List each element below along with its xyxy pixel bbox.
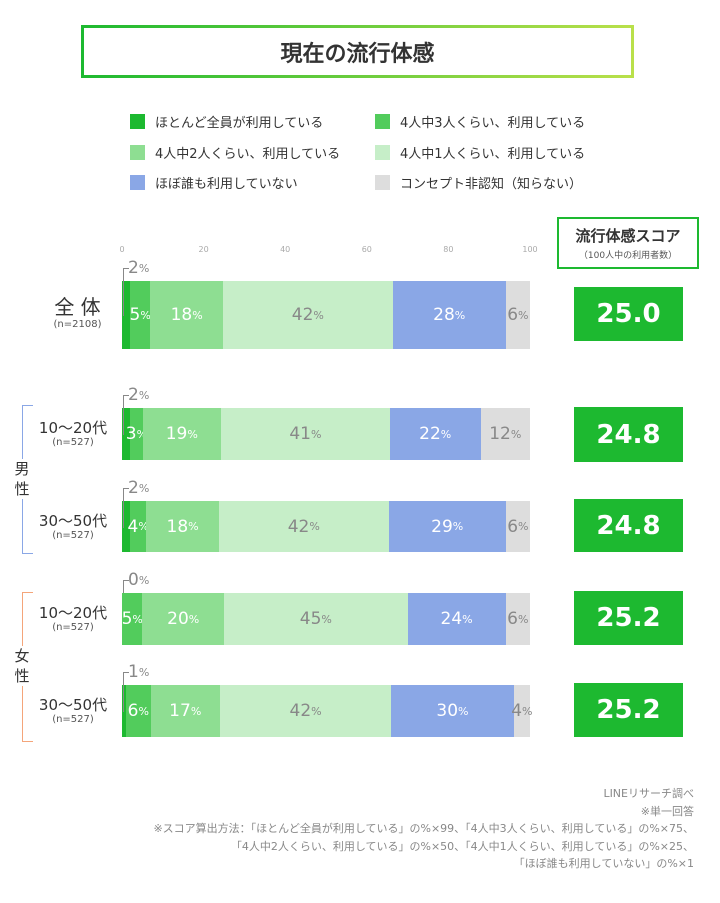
group-label: 男 性 xyxy=(12,458,32,499)
row-label: 10〜20代 xyxy=(38,419,108,437)
legend-item: コンセプト非認知（知らない） xyxy=(375,173,582,192)
bar-value-label: 2% xyxy=(128,385,150,405)
bar-segment-4: 28% xyxy=(392,281,506,349)
x-tick-label: 20 xyxy=(198,245,209,254)
bar-segment-5: 4% xyxy=(511,685,532,737)
legend-swatch xyxy=(375,175,390,190)
bar-segment-1: 3% xyxy=(126,408,147,460)
legend-label: ほとんど全員が利用している xyxy=(155,116,324,131)
bar-segment-1: 4% xyxy=(128,501,149,552)
legend-item: ほとんど全員が利用している xyxy=(130,112,323,131)
bar-segment-4: 29% xyxy=(388,501,506,552)
bar-segment-1: 5% xyxy=(130,281,151,349)
bar-value-label: 1% xyxy=(128,662,150,682)
footer-line: ※単一回答 xyxy=(640,804,694,818)
row-n: (n=527) xyxy=(52,622,94,633)
bar-segment xyxy=(122,408,131,460)
footer-line: 「ほぼ誰も利用していない」の%×1 xyxy=(513,857,694,870)
row-label: 30〜50代 xyxy=(38,512,108,530)
score-value: 24.8 xyxy=(574,407,683,462)
legend-swatch xyxy=(375,114,390,129)
legend-label: ほぼ誰も利用していない xyxy=(155,177,298,192)
footer-line: 「4人中2人くらい、利用している」の%×50、「4人中1人くらい、利用している」… xyxy=(230,839,694,853)
bar-segment-3: 42% xyxy=(222,281,393,349)
score-title: 流行体感スコア xyxy=(575,227,681,245)
leader-line xyxy=(123,672,129,712)
bar-value-label: 0% xyxy=(128,570,150,590)
bar-segment-1: 5% xyxy=(122,593,143,645)
legend-item: 4人中3人くらい、利用している xyxy=(375,112,585,131)
bar-segment-3: 42% xyxy=(219,685,392,737)
row-label: 30〜50代 xyxy=(38,696,108,714)
chart-title: 現在の流行体感 xyxy=(81,25,634,78)
bar-segment xyxy=(122,685,127,737)
x-tick-label: 60 xyxy=(361,245,372,254)
bar-segment-5: 6% xyxy=(505,593,530,645)
bar-segment-2: 18% xyxy=(146,501,219,552)
bar-segment-3: 41% xyxy=(220,408,390,460)
score-value: 24.8 xyxy=(574,499,683,552)
legend-label: 4人中3人くらい、利用している xyxy=(400,116,586,131)
bar-segment-5: 6% xyxy=(505,281,530,349)
legend-label: コンセプト非認知（知らない） xyxy=(400,177,583,192)
row-n: (n=527) xyxy=(52,437,94,448)
score-value: 25.2 xyxy=(574,591,683,645)
bar-segment-1: 6% xyxy=(126,685,151,737)
x-tick-label: 40 xyxy=(280,245,291,254)
legend-swatch xyxy=(130,145,145,160)
bar-segment-4: 22% xyxy=(389,408,481,460)
legend-swatch xyxy=(130,114,145,129)
legend-swatch xyxy=(375,145,390,160)
bar-segment-4: 24% xyxy=(407,593,506,645)
score-value: 25.0 xyxy=(574,287,683,341)
row-label: 10〜20代 xyxy=(38,604,108,622)
x-tick-label: 0 xyxy=(119,245,125,254)
legend-item: 4人中2人くらい、利用している xyxy=(130,143,340,162)
footer-line: LINEリサーチ調べ xyxy=(603,787,694,800)
leader-line xyxy=(123,268,129,316)
score-value: 25.2 xyxy=(574,683,683,737)
legend-item: ほぼ誰も利用していない xyxy=(130,173,298,192)
row-n: (n=527) xyxy=(52,714,94,725)
bar-segment-5: 6% xyxy=(505,501,530,552)
x-tick-label: 80 xyxy=(443,245,454,254)
leader-line xyxy=(123,488,129,528)
legend-label: 4人中2人くらい、利用している xyxy=(155,147,341,162)
leader-line xyxy=(123,395,129,435)
group-label: 女 性 xyxy=(12,646,32,686)
bar-segment-2: 17% xyxy=(150,685,220,737)
row-n: (n=527) xyxy=(52,530,94,541)
footer-line: ※スコア算出方法：「ほとんど全員が利用している」の%×99、「4人中3人くらい、… xyxy=(153,822,694,835)
bar-segment xyxy=(122,501,131,552)
bar-segment-3: 42% xyxy=(218,501,389,552)
legend-label: 4人中1人くらい、利用している xyxy=(400,147,586,162)
bar-segment-2: 20% xyxy=(142,593,224,645)
bar-segment-2: 18% xyxy=(150,281,223,349)
bar-segment-3: 45% xyxy=(224,593,408,645)
bar-segment-4: 30% xyxy=(391,685,514,737)
bar-segment xyxy=(122,281,131,349)
x-tick-label: 100 xyxy=(522,245,538,254)
row-label: 全 体 xyxy=(54,295,101,319)
bar-segment-5: 12% xyxy=(480,408,530,460)
legend-swatch xyxy=(130,175,145,190)
bar-segment-2: 19% xyxy=(142,408,221,460)
bar-value-label: 2% xyxy=(128,258,150,278)
legend-item: 4人中1人くらい、利用している xyxy=(375,143,585,162)
score-subtitle: （100人中の利用者数） xyxy=(578,251,678,261)
score-header: 流行体感スコア （100人中の利用者数） xyxy=(557,217,699,269)
row-n: (n=2108) xyxy=(53,319,102,330)
bar-value-label: 2% xyxy=(128,478,150,498)
